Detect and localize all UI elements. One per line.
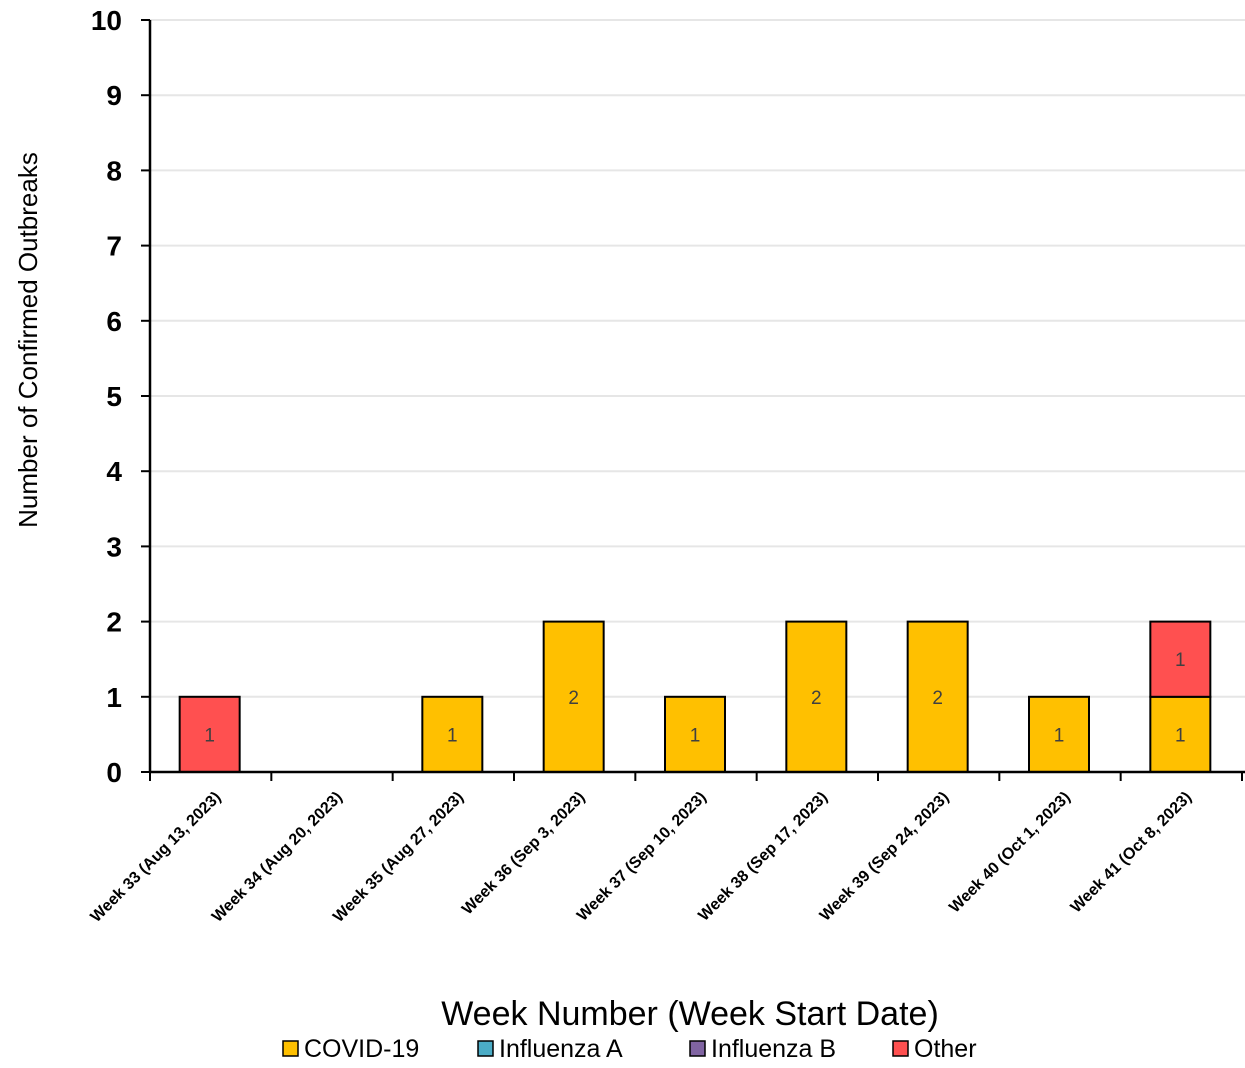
legend-swatch: [689, 1040, 706, 1057]
y-tick-label: 1: [106, 682, 122, 713]
legend-swatch: [477, 1040, 494, 1057]
x-tick-label: Week 39 (Sep 24, 2023): [817, 789, 953, 925]
y-tick-label: 7: [106, 231, 122, 262]
y-tick-label: 2: [106, 607, 122, 638]
bar-segment: [421, 695, 484, 773]
bar-value-label: 1: [1054, 725, 1065, 746]
bar-value-label: 2: [811, 688, 822, 709]
axes: [141, 19, 1245, 781]
bar-segment: [785, 620, 848, 773]
bar-segment: [1149, 620, 1212, 698]
x-tick-label: Week 40 (Oct 1, 2023): [946, 789, 1074, 917]
bar-value-label: 2: [568, 688, 579, 709]
y-tick-label: 5: [106, 381, 122, 412]
bar-segment: [178, 695, 241, 773]
y-axis-title: Number of Confirmed Outbreaks: [13, 152, 43, 528]
bar-value-label: 1: [690, 725, 701, 746]
x-tick-label: Week 41 (Oct 8, 2023): [1068, 789, 1196, 917]
legend-label: Influenza B: [711, 1035, 836, 1063]
x-tick-label: Week 36 (Sep 3, 2023): [459, 789, 588, 918]
bars: 1 1 2 1 2 2 1 1 1: [178, 620, 1212, 773]
bar-segment: [664, 695, 726, 773]
bar-value-label: 1: [447, 725, 458, 746]
bar-segment: [906, 620, 969, 773]
legend: COVID-19 Influenza A Influenza B Other: [282, 1035, 977, 1063]
bar-value-label: 2: [932, 688, 943, 709]
bar-value-label: 1: [1175, 725, 1186, 746]
bar-segment: [542, 620, 605, 773]
y-tick-label: 4: [106, 456, 122, 487]
bar-segment: [1028, 695, 1090, 773]
x-tick-labels: Week 33 (Aug 13, 2023)Week 34 (Aug 20, 2…: [88, 789, 1196, 926]
y-tick-label: 8: [106, 155, 122, 186]
bar-value-label: 1: [1175, 650, 1186, 671]
x-tick-label: Week 37 (Sep 10, 2023): [574, 789, 710, 925]
x-tick-label: Week 35 (Aug 27, 2023): [330, 789, 467, 926]
y-tick-label: 9: [106, 80, 122, 111]
legend-swatch: [282, 1040, 299, 1057]
bar-value-label: 1: [204, 725, 215, 746]
x-axis-title: Week Number (Week Start Date): [441, 995, 939, 1033]
x-tick-label: Week 38 (Sep 17, 2023): [695, 789, 831, 925]
gridlines: [150, 19, 1245, 698]
legend-label: Influenza A: [499, 1035, 623, 1063]
legend-label: Other: [914, 1035, 977, 1063]
y-tick-labels: 0 1 2 3 4 5 6 7 8 9 10: [91, 5, 123, 788]
x-tick-label: Week 33 (Aug 13, 2023): [88, 789, 225, 926]
y-tick-label: 6: [106, 306, 122, 337]
y-tick-label: 10: [91, 5, 122, 36]
legend-label: COVID-19: [304, 1035, 419, 1063]
y-tick-label: 3: [106, 531, 122, 562]
legend-swatch: [892, 1040, 909, 1057]
x-tick-label: Week 34 (Aug 20, 2023): [209, 789, 346, 926]
y-tick-label: 0: [106, 757, 122, 788]
